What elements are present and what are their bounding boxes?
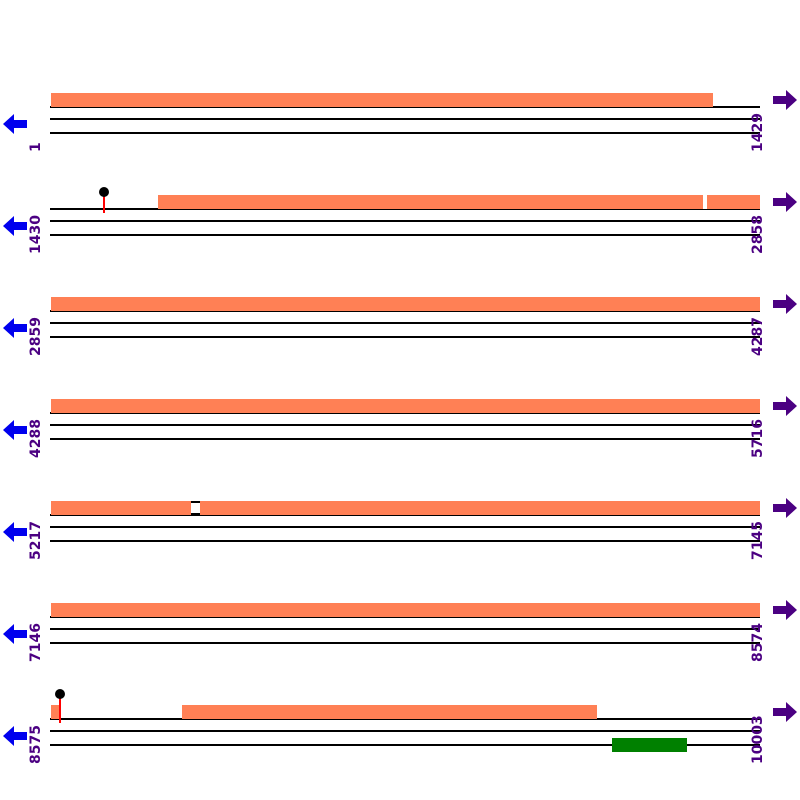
feature-row: 2859 4287 bbox=[0, 290, 800, 356]
reading-frame-line bbox=[50, 118, 760, 120]
reading-frame-line bbox=[50, 310, 760, 312]
feature-row: 5217 7145 bbox=[0, 494, 800, 560]
pin-marker[interactable] bbox=[99, 187, 109, 213]
row-end-coordinate: 10003 bbox=[750, 715, 766, 764]
forward-feature[interactable] bbox=[158, 195, 760, 209]
reading-frame-line bbox=[50, 730, 760, 732]
feature-row: 7146 8574 bbox=[0, 596, 800, 662]
row-start-coordinate: 1430 bbox=[28, 215, 44, 254]
reading-frame-line bbox=[50, 234, 760, 236]
arrow-right-icon[interactable] bbox=[772, 88, 798, 112]
arrow-right-icon[interactable] bbox=[772, 598, 798, 622]
row-start-coordinate: 8575 bbox=[28, 725, 44, 764]
pin-head-icon bbox=[99, 187, 109, 197]
arrow-right-icon[interactable] bbox=[772, 394, 798, 418]
pin-marker[interactable] bbox=[55, 689, 65, 723]
reading-frame-line bbox=[50, 220, 760, 222]
forward-feature[interactable] bbox=[182, 705, 597, 719]
arrow-left-icon[interactable] bbox=[2, 520, 28, 544]
row-start-coordinate: 1 bbox=[28, 142, 44, 152]
pin-stem bbox=[59, 696, 61, 723]
reading-frame-line bbox=[50, 526, 760, 528]
reading-frame-line bbox=[50, 106, 760, 108]
row-start-coordinate: 7146 bbox=[28, 623, 44, 662]
reading-frame-line bbox=[50, 642, 760, 644]
pin-head-icon bbox=[55, 689, 65, 699]
row-start-coordinate: 4288 bbox=[28, 419, 44, 458]
row-end-coordinate: 5716 bbox=[750, 419, 766, 458]
feature-gap bbox=[703, 195, 707, 209]
feature-row: 4288 5716 bbox=[0, 392, 800, 458]
reading-frame-line bbox=[50, 540, 760, 542]
row-end-coordinate: 1429 bbox=[750, 113, 766, 152]
row-end-coordinate: 8574 bbox=[750, 623, 766, 662]
forward-feature-start[interactable] bbox=[51, 705, 59, 719]
reading-frame-line bbox=[50, 438, 760, 440]
reading-frame-line bbox=[50, 322, 760, 324]
reading-frame-line bbox=[50, 132, 760, 134]
forward-feature[interactable] bbox=[51, 603, 760, 617]
arrow-left-icon[interactable] bbox=[2, 724, 28, 748]
arrow-left-icon[interactable] bbox=[2, 112, 28, 136]
row-end-coordinate: 2858 bbox=[750, 215, 766, 254]
arrow-left-icon[interactable] bbox=[2, 214, 28, 238]
feature-row: 1430 2858 bbox=[0, 187, 800, 254]
row-start-coordinate: 5217 bbox=[28, 521, 44, 560]
reading-frame-line bbox=[50, 412, 760, 414]
reading-frame-line bbox=[50, 514, 760, 516]
feature-row: 8575 10003 bbox=[0, 689, 800, 764]
reading-frame-line bbox=[50, 718, 760, 720]
feature-gap bbox=[191, 501, 200, 515]
pin-stem bbox=[103, 194, 105, 213]
arrow-left-icon[interactable] bbox=[2, 418, 28, 442]
arrow-right-icon[interactable] bbox=[772, 496, 798, 520]
forward-feature[interactable] bbox=[51, 399, 760, 413]
reading-frame-line bbox=[50, 336, 760, 338]
arrow-right-icon[interactable] bbox=[772, 292, 798, 316]
reverse-feature[interactable] bbox=[612, 738, 687, 752]
reading-frame-line bbox=[50, 616, 760, 618]
row-start-coordinate: 2859 bbox=[28, 317, 44, 356]
reading-frame-line bbox=[50, 744, 760, 746]
forward-feature[interactable] bbox=[51, 93, 713, 107]
feature-row: 1 1429 bbox=[0, 86, 800, 152]
row-end-coordinate: 7145 bbox=[750, 521, 766, 560]
forward-feature[interactable] bbox=[51, 297, 760, 311]
forward-feature[interactable] bbox=[51, 501, 760, 515]
arrow-right-icon[interactable] bbox=[772, 190, 798, 214]
reading-frame-line bbox=[50, 208, 760, 210]
reading-frame-line bbox=[50, 424, 760, 426]
arrow-left-icon[interactable] bbox=[2, 316, 28, 340]
row-end-coordinate: 4287 bbox=[750, 317, 766, 356]
arrow-right-icon[interactable] bbox=[772, 700, 798, 724]
arrow-left-icon[interactable] bbox=[2, 622, 28, 646]
reading-frame-line bbox=[50, 628, 760, 630]
